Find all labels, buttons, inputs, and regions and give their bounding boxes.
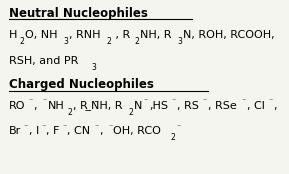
Text: RO: RO (9, 101, 26, 111)
Text: ,: , (100, 126, 107, 136)
Text: ⁻: ⁻ (171, 96, 176, 105)
Text: , CN: , CN (67, 126, 90, 136)
Text: ⁻: ⁻ (41, 122, 46, 131)
Text: 3: 3 (177, 37, 182, 46)
Text: 2: 2 (170, 133, 175, 142)
Text: OH, RCO: OH, RCO (114, 126, 161, 136)
Text: ⁻: ⁻ (108, 122, 113, 131)
Text: ⁻: ⁻ (203, 96, 207, 105)
Text: 3: 3 (64, 37, 68, 46)
Text: ⁻: ⁻ (144, 96, 148, 105)
Text: 2: 2 (19, 37, 24, 46)
Text: ,: , (273, 101, 277, 111)
Text: 2: 2 (107, 37, 112, 46)
Text: , Cl: , Cl (247, 101, 265, 111)
Text: N̄H, R: N̄H, R (91, 101, 122, 111)
Text: , RS: , RS (177, 101, 199, 111)
Text: , RSe: , RSe (208, 101, 236, 111)
Text: 3: 3 (92, 63, 97, 72)
Text: ⁻: ⁻ (242, 96, 246, 105)
Text: ⁻: ⁻ (95, 122, 99, 131)
Text: ⁻: ⁻ (176, 122, 180, 131)
Text: NH: NH (48, 101, 64, 111)
Text: ,: , (34, 101, 41, 111)
Text: , F: , F (46, 126, 60, 136)
Text: , RNH: , RNH (69, 30, 101, 41)
Text: NH, R: NH, R (140, 30, 171, 41)
Text: RSH, and PR: RSH, and PR (9, 56, 79, 66)
Text: ⁻: ⁻ (42, 96, 47, 105)
Text: Neutral Nucleophiles: Neutral Nucleophiles (9, 7, 148, 19)
Text: , R: , R (112, 30, 131, 41)
Text: , R: , R (73, 101, 88, 111)
Text: ⁻: ⁻ (62, 122, 66, 131)
Text: ⁻: ⁻ (29, 96, 33, 105)
Text: N: N (134, 101, 142, 111)
Text: 2: 2 (134, 37, 139, 46)
Text: Br: Br (9, 126, 22, 136)
Text: O, NH: O, NH (25, 30, 58, 41)
Text: Charged Nucleophiles: Charged Nucleophiles (9, 78, 154, 92)
Text: ⁻: ⁻ (268, 96, 273, 105)
Text: H: H (9, 30, 18, 41)
Text: ⁻: ⁻ (24, 122, 28, 131)
Text: N, ROH, RCOOH,: N, ROH, RCOOH, (183, 30, 275, 41)
Text: , I: , I (29, 126, 39, 136)
Text: 2: 2 (128, 108, 133, 117)
Text: 2: 2 (67, 108, 72, 117)
Text: ,HS: ,HS (149, 101, 168, 111)
